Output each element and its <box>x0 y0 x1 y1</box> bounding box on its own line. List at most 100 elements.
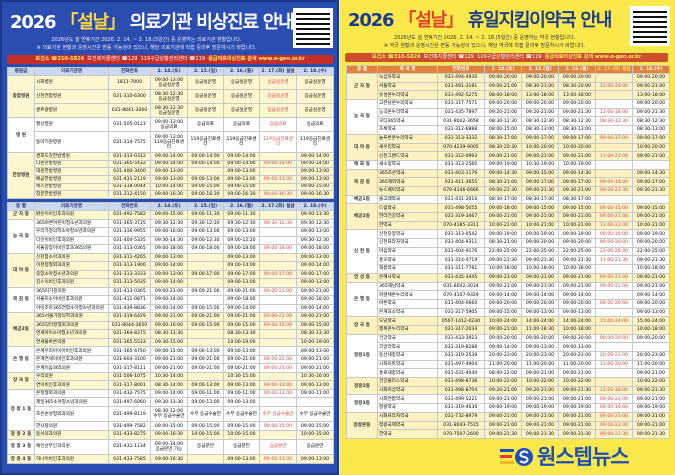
hours-cell: 09:00-21:00 <box>632 212 670 222</box>
info-line: 2026년도 설 연휴기간 2026. 2. 14. ~ 2. 18.(5일간)… <box>393 35 576 41</box>
qr-code-icon[interactable] <box>293 8 333 48</box>
column-header: 2. 18.(수) <box>296 67 334 76</box>
hours-cell <box>259 329 297 339</box>
hours-cell: 09:00-21:00 <box>187 354 224 365</box>
hours-cell: 응급실운영 <box>187 74 224 91</box>
hours-cell: 11:00-21:00 <box>595 220 633 231</box>
phone-number: 031-432-7575 <box>108 388 151 399</box>
hours-cell: 응급실운영 <box>187 89 224 105</box>
table-row: 군 자 동 녹십자약국 031-494-4930 09:00-20:00 09:00-2… <box>346 72 670 101</box>
hours-cell: 119응급진료센터 <box>296 131 334 153</box>
qr-code-icon[interactable] <box>630 6 670 46</box>
phone-number: 031-431-1134 <box>108 438 151 456</box>
hours-cell: 09:00-20:00 <box>632 238 670 248</box>
district-cell: 한방병원 <box>7 151 35 200</box>
facility-name: 뉴스페이약국 <box>377 185 438 196</box>
hours-cell: 09:00-20:00 <box>521 298 559 309</box>
district-cell: 정왕3동 <box>346 394 378 413</box>
hours-cell: 09:00-19:00 <box>632 403 670 413</box>
table-row: 배곧한방병원 031-431-2119 09:00-13:00 09:00-13:00… <box>8 174 334 184</box>
hours-cell: 09:00-21:00 <box>595 212 633 222</box>
hours-cell: 09:00-21:00 <box>484 272 522 283</box>
table-row: 중앙소아청소년과의원 031-313-3333 09:00-13:00 09:00-1… <box>8 269 334 280</box>
hours-cell: 수부 응급수술만 <box>187 405 224 423</box>
hours-cell: 09:00-20:00 <box>484 333 522 344</box>
hours-cell: 09:00-21:00 <box>558 368 596 379</box>
table-row: 제일365소아청소년과의원 031-497-6060 09:30-13:30 09:0… <box>8 397 334 407</box>
phone-number: 031-319-6429 <box>108 312 151 322</box>
hours-cell: 09:20-21:00 <box>484 107 522 118</box>
hours-cell: 10:00-21:00 <box>632 220 670 231</box>
hours-cell: 10:00-14:00 <box>150 182 188 192</box>
phone-number: 031-313-3333 <box>108 269 151 280</box>
hours-cell: 09:00-16:00 <box>150 320 188 331</box>
hours-cell: 09:00-20:00 <box>632 99 670 109</box>
hours-cell: 09:00-21:00 <box>632 272 670 283</box>
hours-cell: 09:00-18:00 <box>223 295 260 305</box>
hours-cell: 22:00-25:00 <box>558 246 596 257</box>
hours-cell: 09:00-21:00 <box>595 394 633 405</box>
table-row: 연 성 동 은혜사약국 031-435-3445 09:00-21:00 09:00-2… <box>346 272 670 283</box>
phone-number: 031-313-2560 <box>437 159 485 170</box>
table-row: 김스이비인후과의원 031-313-5035 09:00-14:00 09:00-13… <box>8 278 334 288</box>
hours-cell: 09:00-15:00 <box>558 203 596 213</box>
hours-cell: 09:00-18:00 <box>187 244 224 254</box>
table-row: 서울중앙이비인후과365의원 031-313-0365 09:00-18:00 09:… <box>8 244 334 254</box>
hours-cell: 09:00-14:00 <box>484 290 522 300</box>
facility-name: 중앙소아청소년과의원 <box>34 269 109 280</box>
facility-name: 배곧한방병원 <box>34 174 109 184</box>
district-cell: 병 원 <box>7 117 35 153</box>
phone-number: 031-313-1900 <box>108 261 151 271</box>
table-row: 신천프라자약국 031-404-9311 08:30-21:00 09:00-20:0… <box>347 238 670 248</box>
hours-cell <box>595 142 633 153</box>
hours-cell: 20:00-23:00 <box>484 351 522 361</box>
hours-cell <box>632 194 670 205</box>
hours-cell: 09:00-13:00 <box>296 227 334 237</box>
hours-cell: 09:00-21:00 <box>484 324 522 335</box>
hours-cell: 09:00-21:00 <box>187 286 224 297</box>
column-header: 의료기관명 <box>34 67 109 76</box>
hours-cell: 09:00-17:00 <box>632 133 670 144</box>
hours-cell: 10:00-21:00 <box>558 220 596 231</box>
table-row: 장 곡 동 우리의원 031-506-1075 10:30-14:00 10:30-15… <box>7 371 334 390</box>
hours-cell: 08:30-17:00 <box>484 194 522 205</box>
facility-name: 늘푸른온누리약국 <box>377 133 438 144</box>
hours-cell: 09:00-11:00 <box>187 388 224 399</box>
hours-cell: 09:00-14:00 <box>150 303 188 314</box>
hours-cell: 응급실운영 <box>296 103 334 119</box>
facility-name: 365해피약국 <box>377 177 438 187</box>
facility-name: 은계효소약국 <box>377 307 438 318</box>
table-row: 은계이음365의원 031-317-8111 09:00-21:00 09:00-21… <box>8 363 334 373</box>
hours-cell: 20:00-23:00 <box>521 351 559 361</box>
phone-number: 031-404-9176 <box>437 246 485 257</box>
hours-cell: 09:00-13:00 <box>187 227 224 237</box>
table-row: 신천그랜드약국 031-312-0993 09:00-21:00 09:00-21:0… <box>347 151 670 161</box>
column-header: 전화번호 <box>437 65 485 74</box>
hours-cell: 09:00-13:00 <box>558 307 596 318</box>
hours-cell: 08:30-20:00 <box>558 81 596 92</box>
phone-number: 070-4107-9329 <box>437 290 485 300</box>
hours-cell: 09:00-13:00 <box>223 252 260 263</box>
facility-name: 한라건강약국 <box>377 212 438 222</box>
column-header: 2. 15.(일) <box>187 67 224 76</box>
hours-cell: 09:00-21:00 <box>296 312 334 322</box>
hours-cell: 09:00-20:00 <box>558 298 596 309</box>
hours-cell: 08:30-12:30 <box>595 116 633 127</box>
facility-name: 동산세종약국 <box>377 351 438 361</box>
phone-number: 031-404-5335 <box>108 235 151 246</box>
hours-cell: 09:00-21:00 <box>187 312 224 322</box>
hours-cell <box>595 368 633 379</box>
table-row: 정 왕 1 동 온정형외과의원 031-432-7575 09:00-14:00 09:… <box>7 388 334 432</box>
district-cell: 매 화 동 <box>346 159 378 170</box>
table-row: 한라건강약국 031-319-3467 09:00-21:00 09:00-21:00… <box>347 212 670 222</box>
facility-name: 365서울가정의학과의원 <box>34 312 109 322</box>
hours-cell: 09:00-21:30 <box>595 429 633 439</box>
hours-cell: 09:00-14:00 <box>296 151 334 161</box>
hours-cell <box>187 167 224 176</box>
hours-cell <box>259 261 297 271</box>
table-row: 한약국 070-4185-3311 10:00-21:00 10:00-21:00 10… <box>347 220 670 231</box>
hours-cell: 11:00-21:30 <box>595 255 633 266</box>
hours-cell: 10:30-14:00 <box>150 371 188 382</box>
hours-cell: 09:00-16:00 <box>150 227 188 237</box>
facility-name: 피렌체온누리약국 <box>377 290 438 300</box>
